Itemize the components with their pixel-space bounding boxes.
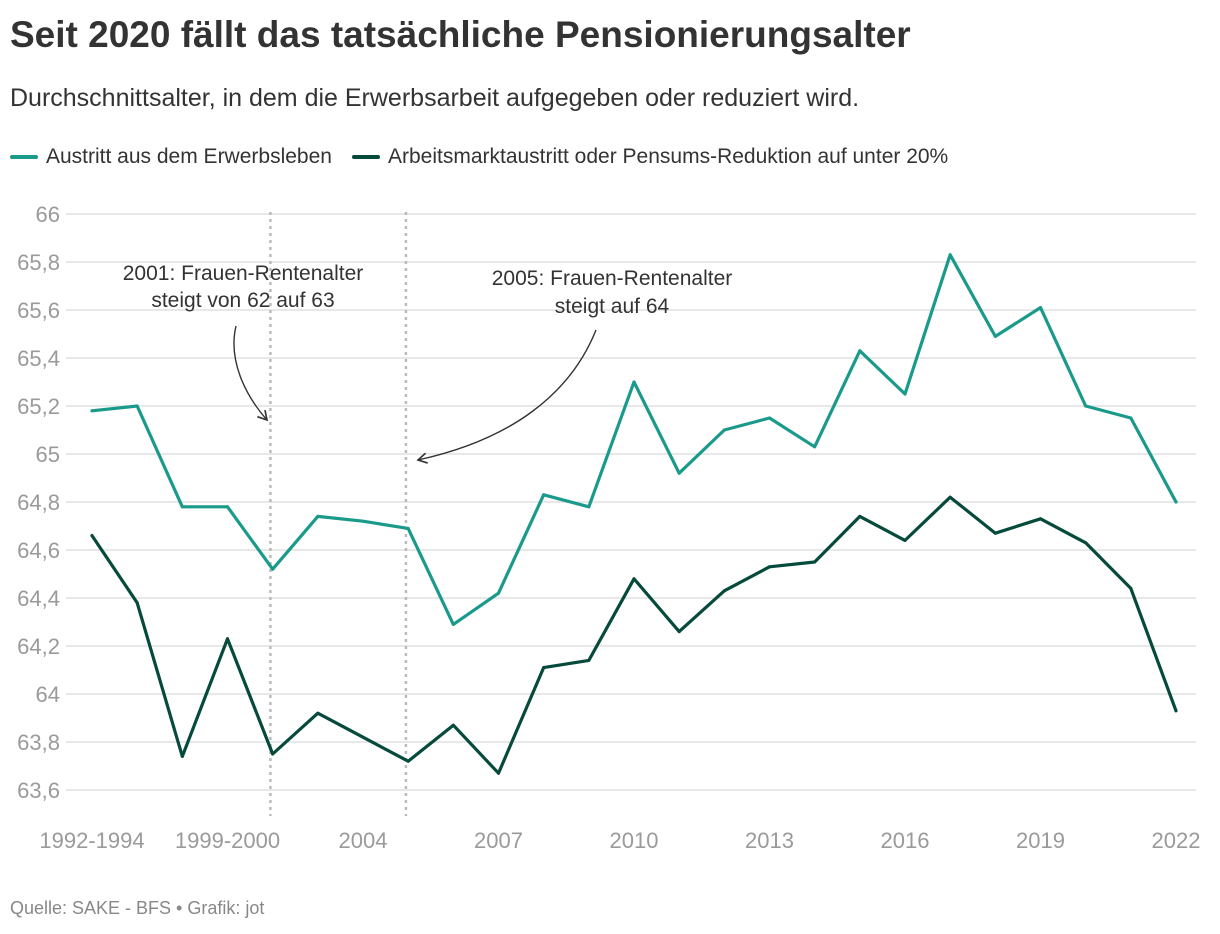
- data-point-series-1: [632, 380, 636, 384]
- y-tick-label: 66: [36, 202, 60, 227]
- y-tick-label: 64,8: [17, 490, 60, 515]
- series-line-2: [90, 495, 1178, 775]
- x-tick-label: 2007: [474, 828, 523, 853]
- data-point-series-2: [903, 538, 907, 542]
- y-tick-label: 65,8: [17, 250, 60, 275]
- source-note: Quelle: SAKE - BFS • Grafik: jot: [10, 898, 265, 918]
- data-point-series-1: [1084, 404, 1088, 408]
- data-point-series-1: [451, 622, 455, 626]
- data-point-series-1: [677, 471, 681, 475]
- data-point-series-1: [1039, 306, 1042, 310]
- x-tick-label: 1992-1994: [39, 828, 144, 853]
- data-point-series-2: [271, 752, 275, 756]
- data-point-series-1: [406, 526, 410, 530]
- data-point-series-2: [1174, 709, 1178, 713]
- data-point-series-2: [451, 723, 455, 727]
- data-point-series-2: [226, 637, 229, 641]
- legend-swatch-series-1: [10, 155, 38, 159]
- y-tick-label: 64,2: [17, 634, 60, 659]
- data-point-series-2: [361, 735, 365, 739]
- data-point-series-1: [768, 416, 771, 420]
- data-point-series-2: [1039, 517, 1042, 521]
- data-point-series-1: [180, 505, 184, 509]
- data-point-series-1: [1174, 500, 1178, 504]
- data-point-series-1: [90, 409, 94, 413]
- x-tick-label: 1999-2000: [175, 828, 280, 853]
- data-point-series-1: [271, 567, 275, 571]
- y-tick-label: 64,4: [17, 586, 60, 611]
- legend-item-series-1: Austritt aus dem Erwerbsleben: [10, 145, 332, 169]
- annotation-2005-line-2: steigt auf 64: [555, 295, 670, 318]
- data-point-series-2: [813, 560, 817, 564]
- data-point-series-2: [180, 754, 184, 758]
- data-point-series-2: [497, 771, 500, 775]
- data-point-series-1: [948, 253, 952, 257]
- annotation-2001-arrow: [233, 325, 269, 422]
- legend-item-series-2: Arbeitsmarktaustritt oder Pensums-Redukt…: [351, 145, 949, 169]
- y-tick-label: 64,6: [17, 538, 60, 563]
- annotation-2005-line-1: 2005: Frauen-Rentenalter: [492, 267, 733, 290]
- data-point-series-2: [587, 658, 591, 662]
- y-tick-label: 63,6: [17, 778, 60, 803]
- data-point-series-1: [858, 349, 862, 353]
- data-point-series-2: [135, 601, 139, 605]
- data-point-series-1: [316, 514, 320, 518]
- legend-swatch-series-2: [351, 155, 380, 159]
- data-point-series-2: [90, 534, 94, 538]
- data-point-series-2: [316, 711, 320, 715]
- chart-title: Seit 2020 fällt das tatsächliche Pension…: [10, 14, 911, 55]
- annotation-2001-line-2: steigt von 62 auf 63: [151, 289, 334, 312]
- data-point-series-2: [993, 531, 997, 535]
- data-point-series-2: [722, 589, 726, 593]
- x-tick-label: 2010: [610, 828, 659, 853]
- data-point-series-2: [1084, 541, 1088, 545]
- x-tick-label: 2019: [1016, 828, 1065, 853]
- data-point-series-1: [135, 404, 139, 408]
- data-point-series-2: [948, 495, 952, 499]
- annotation-2005-arrow: [416, 329, 597, 464]
- data-point-series-1: [587, 505, 591, 509]
- x-tick-label: 2022: [1152, 828, 1201, 853]
- data-point-series-1: [361, 519, 365, 523]
- data-point-series-2: [1129, 586, 1133, 590]
- y-tick-label: 63,8: [17, 730, 60, 755]
- legend-label-series-2: Arbeitsmarktaustritt oder Pensums-Redukt…: [387, 145, 949, 168]
- x-tick-label: 2016: [881, 828, 930, 853]
- data-point-series-2: [632, 577, 636, 581]
- data-point-series-2: [677, 630, 681, 634]
- data-point-series-1: [497, 591, 500, 595]
- data-point-series-1: [722, 428, 726, 432]
- data-point-series-1: [1129, 416, 1133, 420]
- y-tick-label: 65,6: [17, 298, 60, 323]
- annotation-2001-line-1: 2001: Frauen-Rentenalter: [123, 262, 364, 285]
- legend-label-series-1: Austritt aus dem Erwerbsleben: [46, 145, 332, 168]
- x-tick-label: 2013: [745, 828, 794, 853]
- data-point-series-2: [768, 565, 771, 569]
- x-tick-label: 2004: [339, 828, 388, 853]
- y-tick-label: 65,4: [17, 346, 60, 371]
- data-point-series-1: [993, 334, 997, 338]
- chart-subtitle: Durchschnittsalter, in dem die Erwerbsar…: [10, 84, 860, 112]
- data-point-series-2: [858, 514, 862, 518]
- data-point-series-1: [226, 505, 229, 509]
- data-point-series-1: [542, 493, 546, 497]
- y-tick-label: 65,2: [17, 394, 60, 419]
- y-tick-label: 65: [36, 442, 60, 467]
- data-point-series-2: [406, 759, 410, 763]
- data-point-series-1: [903, 392, 907, 396]
- y-tick-label: 64: [36, 682, 60, 707]
- legend: Austritt aus dem Erwerbsleben Arbeitsmar…: [10, 145, 968, 169]
- data-point-series-2: [542, 666, 546, 670]
- data-point-series-1: [813, 445, 817, 449]
